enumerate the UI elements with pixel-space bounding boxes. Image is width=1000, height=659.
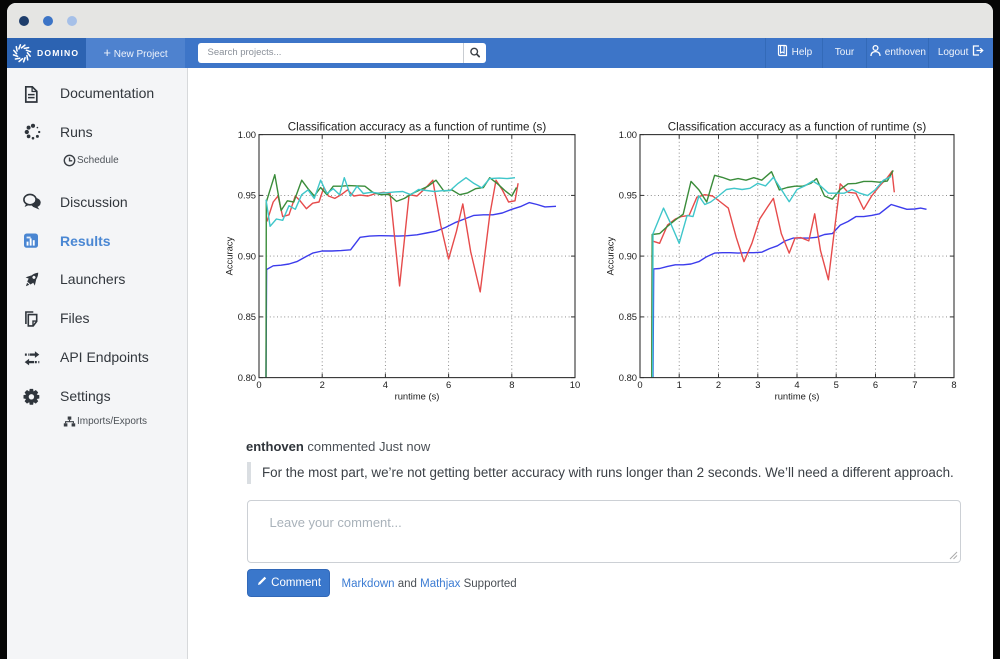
svg-text:10: 10 [570, 379, 580, 390]
svg-text:Accuracy: Accuracy [224, 237, 235, 276]
svg-text:2: 2 [716, 379, 721, 390]
svg-text:runtime (s): runtime (s) [395, 390, 440, 401]
svg-text:Classification accuracy as a f: Classification accuracy as a function of… [288, 120, 547, 133]
svg-text:6: 6 [446, 379, 451, 390]
svg-text:0.80: 0.80 [619, 372, 637, 383]
svg-text:0.80: 0.80 [238, 372, 256, 383]
svg-text:4: 4 [794, 379, 799, 390]
svg-text:0.90: 0.90 [238, 250, 256, 261]
svg-text:7: 7 [912, 379, 917, 390]
svg-text:0.85: 0.85 [619, 311, 637, 322]
svg-text:runtime (s): runtime (s) [775, 390, 820, 401]
svg-text:Classification accuracy as a f: Classification accuracy as a function of… [668, 120, 927, 133]
svg-text:4: 4 [383, 379, 388, 390]
svg-text:0.90: 0.90 [619, 250, 637, 261]
svg-text:0.95: 0.95 [619, 190, 637, 201]
svg-text:5: 5 [834, 379, 839, 390]
svg-text:0.85: 0.85 [238, 311, 256, 322]
svg-text:1.00: 1.00 [619, 129, 637, 140]
svg-text:0: 0 [637, 379, 642, 390]
svg-text:0.95: 0.95 [238, 190, 256, 201]
svg-text:2: 2 [320, 379, 325, 390]
svg-text:3: 3 [755, 379, 760, 390]
svg-text:8: 8 [951, 379, 956, 390]
svg-text:0: 0 [256, 379, 261, 390]
svg-text:1: 1 [677, 379, 682, 390]
svg-text:1.00: 1.00 [238, 129, 256, 140]
svg-text:Accuracy: Accuracy [605, 237, 616, 276]
svg-text:8: 8 [509, 379, 514, 390]
svg-text:6: 6 [873, 379, 878, 390]
